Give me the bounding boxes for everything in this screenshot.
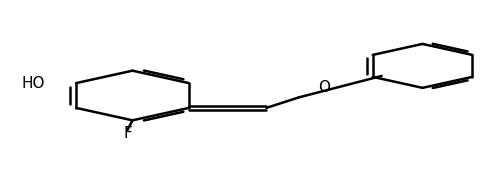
Text: O: O [318,80,330,95]
Text: F: F [123,126,132,141]
Text: HO: HO [22,76,46,91]
